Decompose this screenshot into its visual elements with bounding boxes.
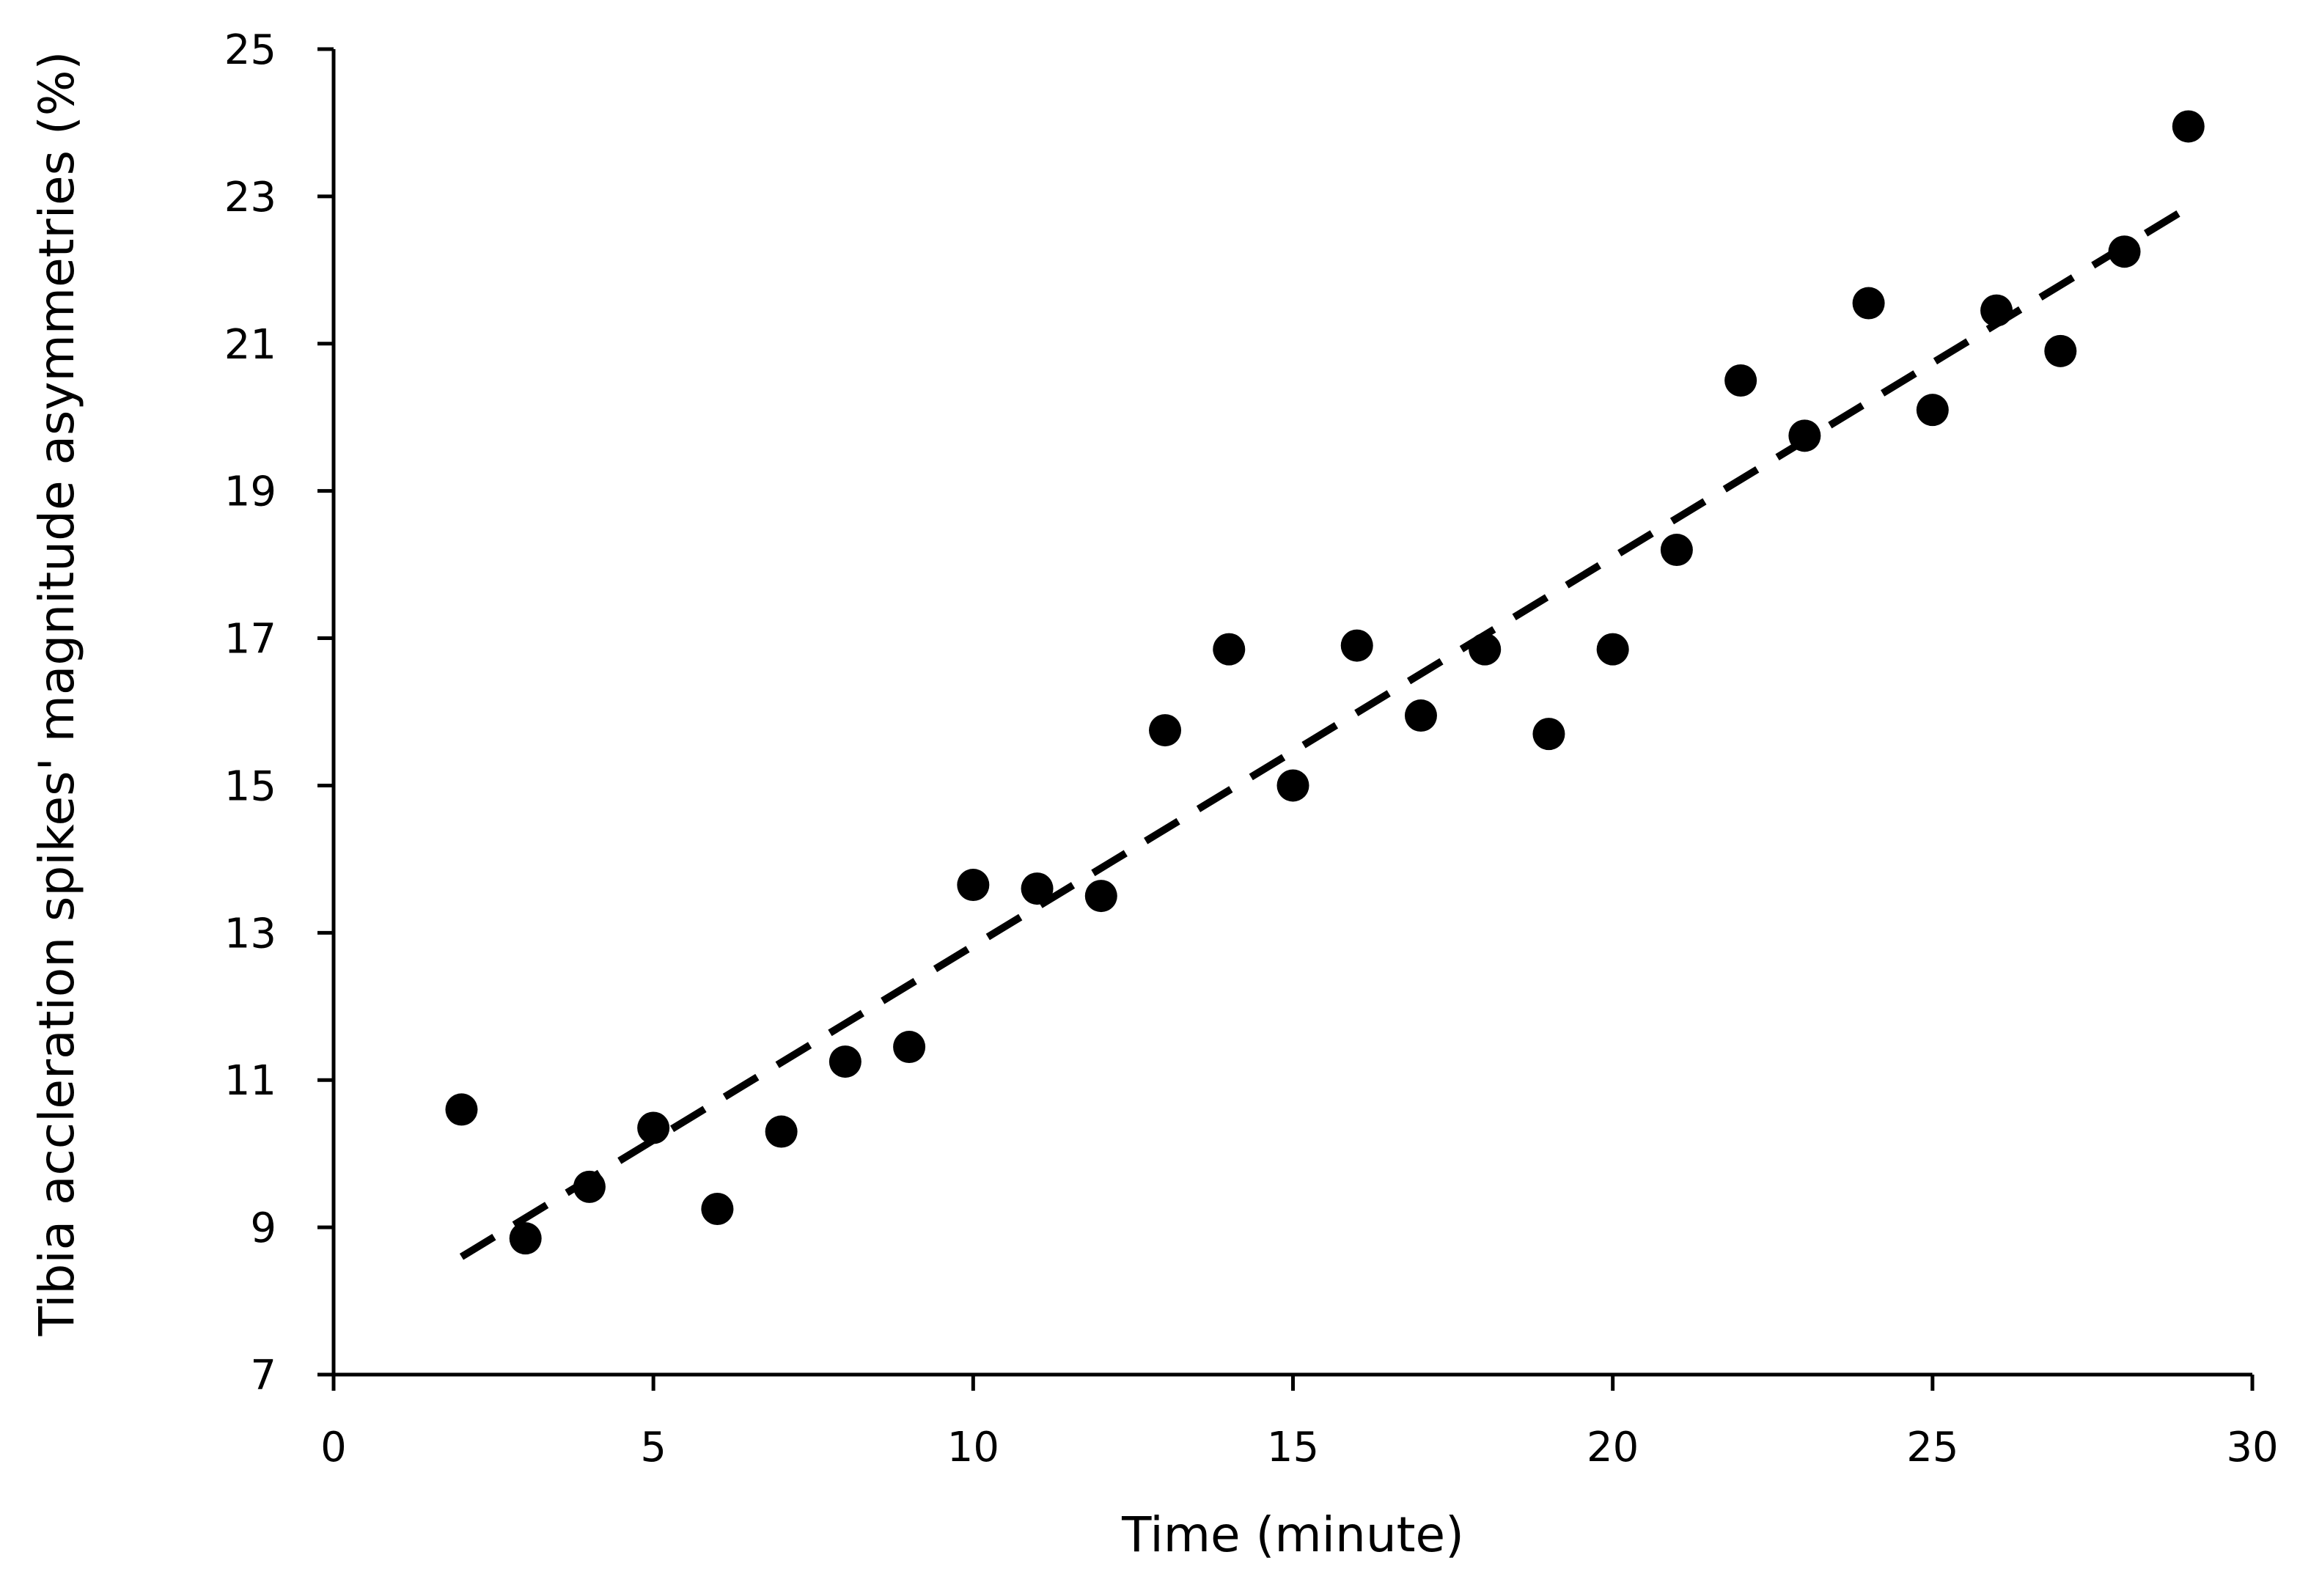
data-point xyxy=(1469,633,1502,666)
y-tick-label: 7 xyxy=(250,1352,276,1400)
y-tick-label: 25 xyxy=(224,26,276,74)
data-point xyxy=(1340,629,1373,662)
data-point xyxy=(1788,419,1821,452)
x-tick-label: 15 xyxy=(1267,1424,1319,1471)
x-tick-label: 5 xyxy=(640,1424,666,1471)
data-point xyxy=(573,1170,606,1203)
y-tick-label: 23 xyxy=(224,174,276,221)
data-point xyxy=(637,1111,670,1144)
data-point xyxy=(765,1115,798,1148)
trendline-layer xyxy=(459,204,2191,1260)
trendline xyxy=(459,204,2191,1260)
data-point xyxy=(1916,394,1949,427)
y-tick-label: 11 xyxy=(224,1057,276,1105)
data-point xyxy=(509,1222,542,1255)
x-tick-label: 0 xyxy=(320,1424,347,1471)
y-tick-label: 15 xyxy=(224,762,276,810)
data-point xyxy=(1404,699,1437,732)
data-point xyxy=(445,1093,478,1126)
data-point xyxy=(2044,334,2077,367)
y-tick-label: 17 xyxy=(224,616,276,663)
data-point xyxy=(1084,880,1117,913)
x-tick-label: 20 xyxy=(1587,1424,1639,1471)
data-point xyxy=(957,869,990,902)
data-point xyxy=(1724,364,1757,397)
y-axis-ticks: 7 9 11 13 15 17 19 21 23 25 xyxy=(224,26,334,1400)
data-point xyxy=(1149,714,1182,747)
y-tick-label: 19 xyxy=(224,468,276,516)
data-point xyxy=(1852,287,1885,320)
data-point xyxy=(701,1193,734,1225)
data-point xyxy=(828,1045,861,1078)
data-point xyxy=(1660,534,1693,567)
data-point xyxy=(2172,110,2205,143)
y-tick-label: 13 xyxy=(224,910,276,957)
data-point xyxy=(2108,235,2141,268)
x-tick-label: 10 xyxy=(947,1424,999,1471)
data-point xyxy=(1213,633,1246,666)
data-point xyxy=(1596,633,1629,666)
data-point xyxy=(1276,769,1309,802)
y-axis-title: Tibia accleration spikes' magnitude asym… xyxy=(29,51,85,1336)
x-tick-label: 25 xyxy=(1906,1424,1958,1471)
x-tick-label: 30 xyxy=(2226,1424,2278,1471)
y-tick-label: 9 xyxy=(250,1205,276,1252)
data-point xyxy=(893,1031,926,1064)
data-points-layer xyxy=(445,110,2205,1255)
x-axis-title: Time (minute) xyxy=(1121,1507,1464,1563)
y-tick-label: 21 xyxy=(224,321,276,369)
data-point xyxy=(1980,294,2013,327)
data-point xyxy=(1021,872,1054,905)
x-axis-ticks: 0 5 10 15 20 25 30 xyxy=(320,1375,2279,1471)
data-point xyxy=(1532,718,1565,751)
